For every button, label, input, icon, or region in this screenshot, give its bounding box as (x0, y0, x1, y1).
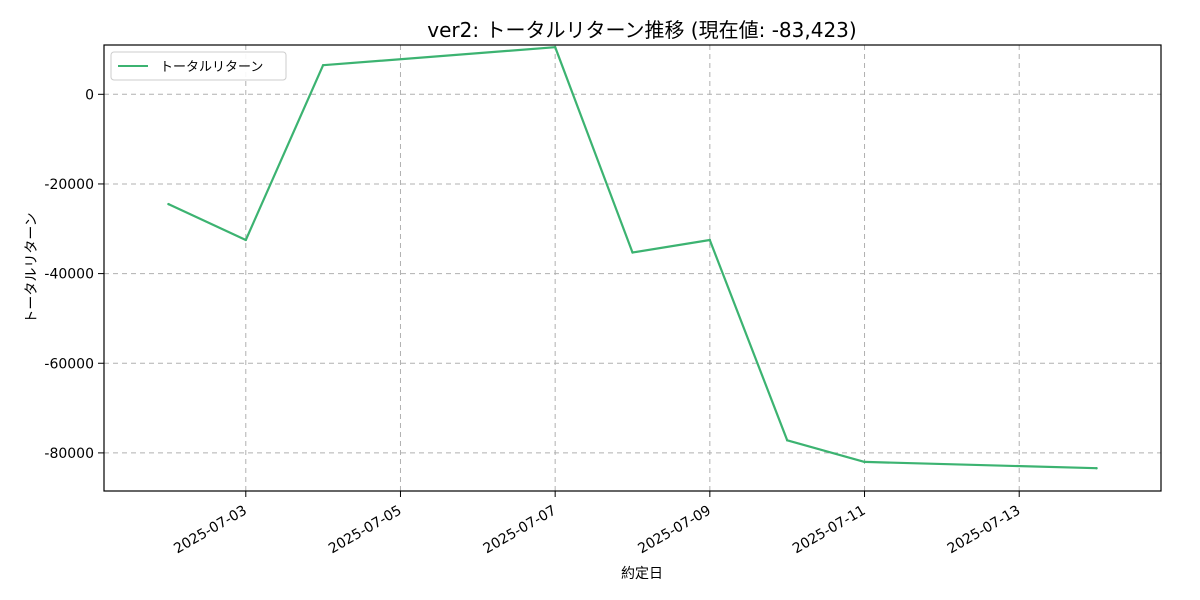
x-tick-label: 2025-07-13 (945, 503, 1023, 558)
data-point (863, 460, 866, 464)
x-tick-label: 2025-07-03 (171, 503, 249, 558)
legend-box (110, 51, 287, 81)
y-axis-ticks: 0 -20000 -40000 -60000 -80000 (44, 87, 104, 462)
plot-area-frame (103, 44, 1162, 492)
data-point (785, 439, 789, 442)
data-point (321, 63, 325, 67)
data-point (708, 238, 712, 242)
x-tick-label: 2025-07-07 (481, 503, 559, 558)
y-tick-label: -80000 (44, 446, 94, 462)
y-tick-label: -40000 (44, 267, 94, 283)
x-axis-label: 約定日 (621, 566, 663, 582)
x-axis-ticks: 2025-07-03 2025-07-05 2025-07-07 2025-07-09… (171, 491, 1023, 557)
data-point (167, 202, 170, 206)
legend: トータルリターン (110, 51, 287, 81)
y-tick-label: 0 (85, 87, 94, 103)
legend-entry-total-return: トータルリターン (160, 60, 263, 75)
series-layer (167, 46, 1098, 470)
series-line-total-return (168, 46, 1097, 470)
y-axis-label: トータルリターン (24, 212, 40, 323)
chart-title: ver2: トータルリターン推移 (現在値: -83,423) (427, 18, 856, 42)
data-point (631, 251, 634, 254)
x-tick-label: 2025-07-11 (790, 503, 868, 558)
x-tick-label: 2025-07-05 (326, 503, 404, 558)
data-point (1095, 467, 1098, 470)
grid (104, 45, 1161, 491)
x-tick-label: 2025-07-09 (635, 503, 713, 558)
y-tick-label: -60000 (44, 356, 94, 372)
data-point (553, 46, 557, 49)
y-tick-label: -20000 (44, 177, 94, 193)
data-point (244, 238, 247, 242)
